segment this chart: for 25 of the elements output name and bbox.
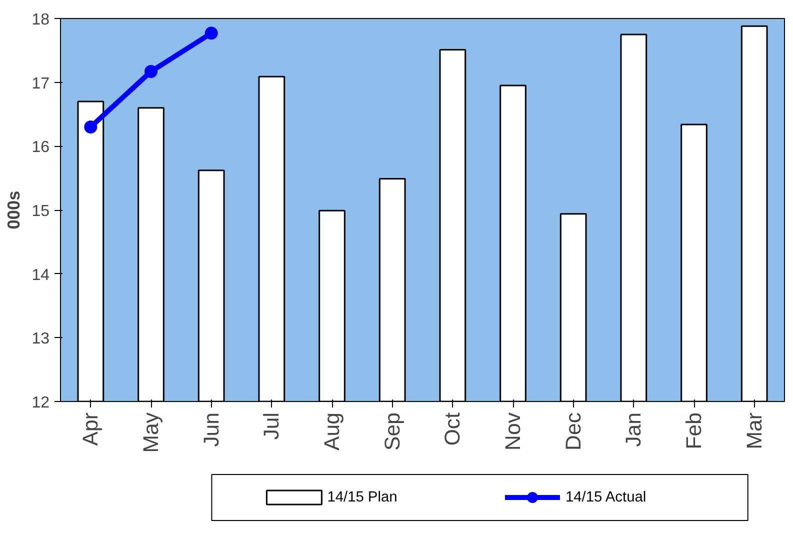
x-tick-label: Feb bbox=[682, 412, 706, 450]
y-tick-label: 13 bbox=[32, 330, 50, 348]
x-tick-label: Apr bbox=[78, 412, 103, 446]
x-tick-label: Jul bbox=[260, 412, 284, 440]
x-tick-label: Jun bbox=[199, 412, 224, 447]
y-tick-label: 16 bbox=[32, 139, 50, 156]
x-tick-label: Nov bbox=[501, 412, 525, 450]
legend-label: 14/15 Actual bbox=[565, 490, 646, 506]
x-tick-label: Mar bbox=[742, 412, 766, 450]
y-tick-label: 12 bbox=[32, 394, 50, 412]
y-tick-label: 15 bbox=[32, 203, 50, 220]
y-tick-label: 17 bbox=[32, 75, 50, 92]
y-axis-title: 000s bbox=[4, 190, 24, 230]
y-tick-label: 18 bbox=[32, 12, 50, 28]
x-tick-label: Dec bbox=[561, 412, 586, 450]
x-tick-label: Jan bbox=[622, 412, 646, 447]
x-tick-label: Sep bbox=[380, 412, 404, 450]
x-tick-label: Oct bbox=[440, 412, 465, 446]
x-tick-label: May bbox=[139, 412, 163, 453]
legend-label: 14/15 Plan bbox=[327, 490, 398, 506]
x-tick-label: Aug bbox=[320, 412, 344, 450]
point bbox=[204, 26, 218, 40]
y-tick-label: 14 bbox=[32, 266, 50, 284]
point bbox=[144, 64, 158, 78]
point bbox=[84, 120, 98, 134]
